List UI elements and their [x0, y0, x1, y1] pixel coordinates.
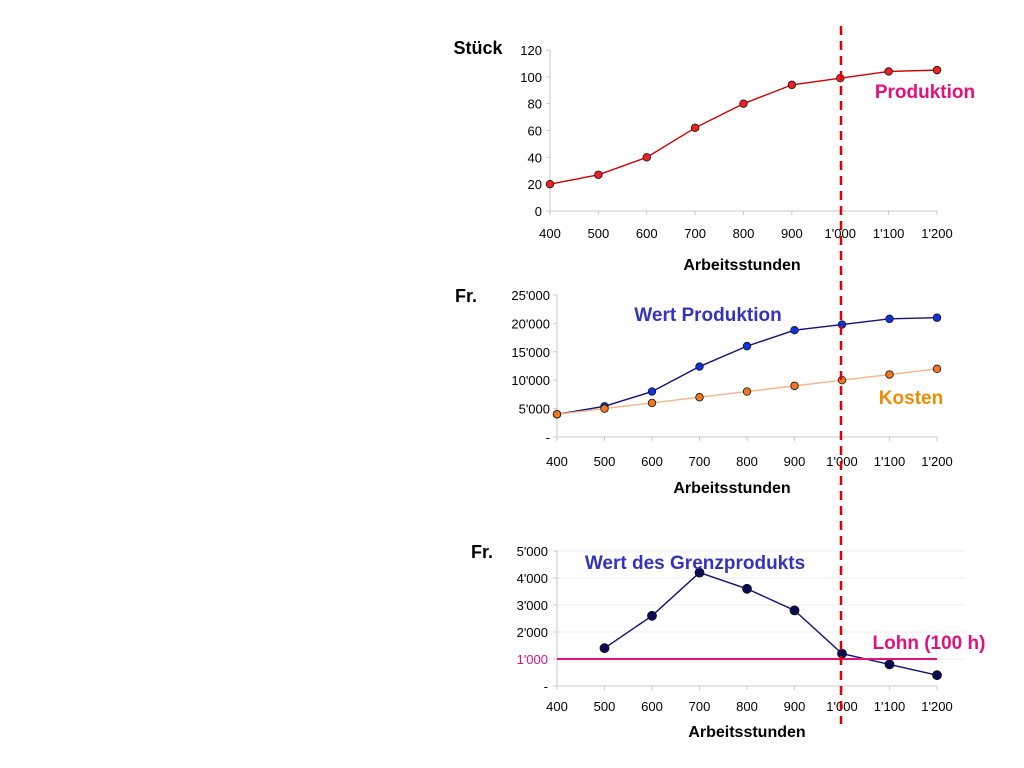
data-point — [884, 67, 893, 76]
x-tick-label: 400 — [546, 454, 568, 469]
y-tick-label: 2'000 — [517, 625, 548, 640]
y-tick-label: 80 — [528, 97, 542, 112]
chart-panel-1: 0 20 40 60 80 100 120 400 500 600 700 800 900 1'000 1'… — [453, 38, 975, 274]
x-tick-label: 700 — [689, 699, 711, 714]
y-tick-label: 100 — [520, 70, 542, 85]
x-tick-label: 800 — [736, 699, 758, 714]
data-point — [694, 567, 705, 578]
data-point — [545, 179, 555, 189]
y-tick-label: - — [546, 430, 550, 445]
y-tick-label: 25'000 — [511, 288, 550, 303]
x-tick-label: 500 — [594, 699, 616, 714]
data-point — [742, 387, 752, 396]
y-tick-label: - — [544, 679, 548, 694]
y-tick-label: 60 — [528, 124, 542, 139]
x-tick-label: 400 — [546, 699, 568, 714]
data-point — [790, 326, 799, 335]
x-axis-title: Arbeitsstunden — [683, 257, 800, 274]
x-tick-label: 1'200 — [921, 226, 952, 241]
data-point — [695, 393, 704, 402]
y-tick-label: 120 — [520, 43, 542, 58]
y-tick-label: 3'000 — [517, 598, 548, 613]
data-point — [932, 65, 942, 75]
data-point — [932, 364, 942, 374]
data-point — [647, 610, 657, 621]
x-tick-label: 900 — [784, 699, 806, 714]
y-axis-title: Fr. — [471, 542, 493, 562]
data-point — [594, 170, 603, 179]
y-axis-title: Stück — [453, 38, 503, 58]
series-label: Kosten — [879, 388, 943, 409]
x-tick-label: 1'100 — [874, 454, 905, 469]
data-point — [885, 370, 894, 379]
y-axis-title: Fr. — [455, 286, 477, 306]
data-point — [742, 583, 752, 594]
y-tick-label: 1'000 — [517, 652, 548, 667]
x-tick-label: 500 — [594, 454, 616, 469]
data-point — [739, 99, 748, 108]
x-tick-label: 400 — [539, 226, 561, 241]
series-label: Produktion — [875, 82, 975, 103]
data-point — [642, 153, 651, 162]
y-tick-label: 0 — [535, 204, 542, 219]
x-tick-label: 1'100 — [873, 226, 904, 241]
x-tick-label: 1'200 — [921, 699, 952, 714]
y-tick-label: 5'000 — [517, 544, 548, 559]
y-tick-label: 5'000 — [519, 402, 550, 417]
series-label: Lohn (100 h) — [873, 633, 986, 654]
x-axis-title: Arbeitsstunden — [673, 480, 790, 497]
data-point — [932, 313, 942, 322]
data-point — [647, 398, 657, 408]
y-tick-label: 10'000 — [511, 373, 550, 388]
x-tick-label: 1'200 — [921, 454, 952, 469]
x-tick-label: 700 — [684, 226, 706, 241]
x-tick-label: 800 — [733, 226, 755, 241]
y-tick-label: 20 — [528, 177, 542, 192]
data-point — [695, 362, 704, 371]
data-point — [599, 643, 610, 654]
y-tick-label: 40 — [528, 150, 542, 165]
x-tick-label: 1'000 — [825, 226, 856, 241]
x-tick-label: 900 — [781, 226, 803, 241]
data-point — [932, 670, 942, 681]
data-point — [690, 123, 700, 133]
x-tick-label: 600 — [636, 226, 658, 241]
x-tick-label: 500 — [588, 226, 610, 241]
x-tick-label: 900 — [784, 454, 806, 469]
series-label: Wert Produktion — [634, 305, 781, 326]
chart-panel-3: - 1'000 2'000 3'000 4'000 5'000 400 500 600 700 80… — [471, 542, 985, 741]
data-point — [885, 314, 894, 324]
x-tick-label: 600 — [641, 699, 663, 714]
y-tick-label: 15'000 — [511, 345, 550, 360]
x-axis-title: Arbeitsstunden — [688, 724, 805, 741]
data-point — [600, 404, 609, 413]
y-tick-label: 20'000 — [511, 316, 550, 331]
x-tick-label: 800 — [736, 454, 758, 469]
data-point — [789, 605, 800, 616]
x-tick-label: 1'100 — [874, 699, 905, 714]
data-point — [647, 387, 657, 396]
data-point — [787, 80, 797, 90]
x-tick-label: 700 — [689, 454, 711, 469]
series-line-1 — [604, 571, 938, 676]
series-label: Wert des Grenzprodukts — [585, 553, 805, 574]
chart-panel-2: - 5'000 10'000 15'000 20'000 25'000 400 500 600 7… — [455, 286, 953, 497]
y-tick-label: 4'000 — [517, 571, 548, 586]
data-point — [884, 659, 895, 670]
data-point — [742, 341, 752, 351]
data-point — [790, 381, 799, 391]
data-point — [552, 410, 562, 419]
x-tick-label: 600 — [641, 454, 663, 469]
